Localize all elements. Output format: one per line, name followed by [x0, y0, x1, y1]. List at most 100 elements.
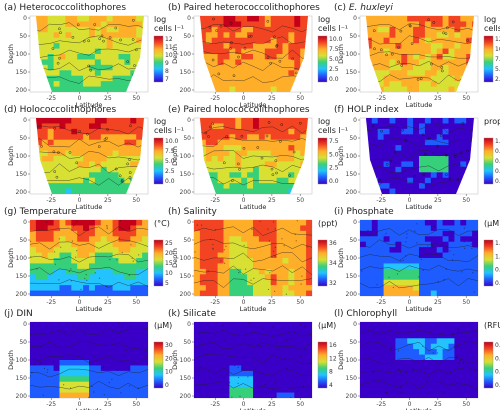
- field-cell: [300, 128, 307, 135]
- field-cell: [300, 48, 307, 55]
- field-cell: [59, 258, 66, 264]
- sample-point: [274, 290, 276, 292]
- panel-i-title: Phosphate: [346, 207, 394, 217]
- field-cell: [371, 64, 379, 71]
- field-cell: [300, 123, 307, 130]
- field-cell: [276, 172, 283, 179]
- field-cell: [211, 145, 218, 151]
- sample-point: [400, 260, 402, 262]
- sample-point: [212, 243, 214, 246]
- field-cell: [118, 172, 125, 179]
- field-cell: [300, 365, 307, 372]
- field-cell: [36, 145, 43, 151]
- field-cell: [217, 225, 224, 232]
- field-cell: [47, 70, 54, 77]
- field-cell: [436, 145, 443, 151]
- field-cell: [100, 54, 108, 60]
- field-cell: [419, 285, 426, 291]
- field-cell: [217, 59, 224, 66]
- field-cell: [407, 37, 414, 44]
- field-cell: [377, 54, 384, 60]
- sample-point: [54, 251, 56, 253]
- field-cell: [41, 381, 49, 388]
- field-cell: [223, 139, 230, 146]
- field-cell: [424, 70, 432, 77]
- sample-point: [427, 137, 431, 140]
- field-cell: [65, 220, 72, 226]
- field-cell: [200, 37, 207, 44]
- field-cell: [430, 43, 438, 49]
- field-cell: [407, 268, 414, 275]
- field-cell: [200, 145, 207, 151]
- field-cell: [294, 118, 301, 124]
- field-cell: [383, 81, 390, 87]
- field-cell: [106, 161, 113, 168]
- field-cell: [223, 177, 230, 184]
- y-tick-label: 200: [16, 87, 28, 94]
- field-cell: [430, 183, 438, 189]
- field-cell: [282, 230, 289, 237]
- field-cell: [136, 236, 143, 243]
- contour-line: [360, 278, 478, 289]
- field-cell: [264, 332, 272, 339]
- field-cell: [258, 145, 266, 151]
- field-cell: [389, 365, 396, 372]
- field-cell: [454, 156, 461, 162]
- field-cell: [223, 225, 230, 232]
- sample-point: [75, 256, 77, 258]
- field-cell: [100, 392, 108, 398]
- field-cell: [389, 392, 396, 398]
- field-cell: [442, 139, 449, 146]
- field-cell: [59, 220, 66, 226]
- field-cell: [258, 37, 266, 44]
- field-cell: [247, 285, 254, 291]
- field-cell: [247, 376, 254, 383]
- field-cell: [430, 230, 438, 237]
- sample-point: [87, 64, 90, 68]
- y-tick-label: 50: [19, 339, 27, 346]
- colorbar-tick-label: 2.5: [495, 76, 500, 83]
- field-cell: [235, 376, 242, 383]
- field-cell: [71, 279, 78, 286]
- field-cell: [217, 139, 224, 146]
- field-cell: [276, 247, 283, 253]
- field-cell: [436, 48, 443, 55]
- field-cell: [270, 166, 277, 173]
- field-cell: [100, 263, 108, 270]
- panel-a-title: Heterococcolithophores: [19, 3, 126, 13]
- field-cell: [194, 236, 201, 243]
- field-cell: [389, 225, 396, 232]
- field-cell: [288, 37, 295, 44]
- field-cell: [258, 349, 266, 355]
- field-cell: [118, 381, 125, 388]
- field-cell: [41, 279, 49, 286]
- field-cell: [407, 26, 414, 33]
- field-cell: [306, 16, 308, 22]
- field-cell: [124, 360, 131, 366]
- field-cell: [30, 263, 37, 270]
- field-cell: [235, 134, 242, 141]
- field-cell: [424, 225, 432, 232]
- field-cell: [460, 274, 467, 281]
- colorbar-tick-label: 0.0: [329, 76, 339, 83]
- field-cell: [365, 343, 373, 350]
- field-cell: [436, 150, 443, 157]
- colorbar-tick-label: 8: [329, 369, 333, 376]
- panel-b-colorbar: [317, 35, 328, 83]
- field-cell: [294, 343, 301, 350]
- field-cell: [77, 118, 84, 124]
- field-cell: [235, 54, 242, 60]
- sample-point: [252, 228, 254, 230]
- field-cell: [401, 274, 408, 281]
- field-cell: [100, 145, 108, 151]
- field-cell: [430, 392, 438, 398]
- sample-point: [380, 129, 383, 133]
- field-cell: [395, 263, 402, 270]
- field-cell: [401, 166, 408, 173]
- field-cell: [77, 225, 84, 232]
- field-cell: [454, 139, 461, 146]
- field-cell: [59, 48, 66, 55]
- field-cell: [112, 332, 119, 339]
- field-cell: [395, 252, 402, 259]
- field-cell: [241, 48, 248, 55]
